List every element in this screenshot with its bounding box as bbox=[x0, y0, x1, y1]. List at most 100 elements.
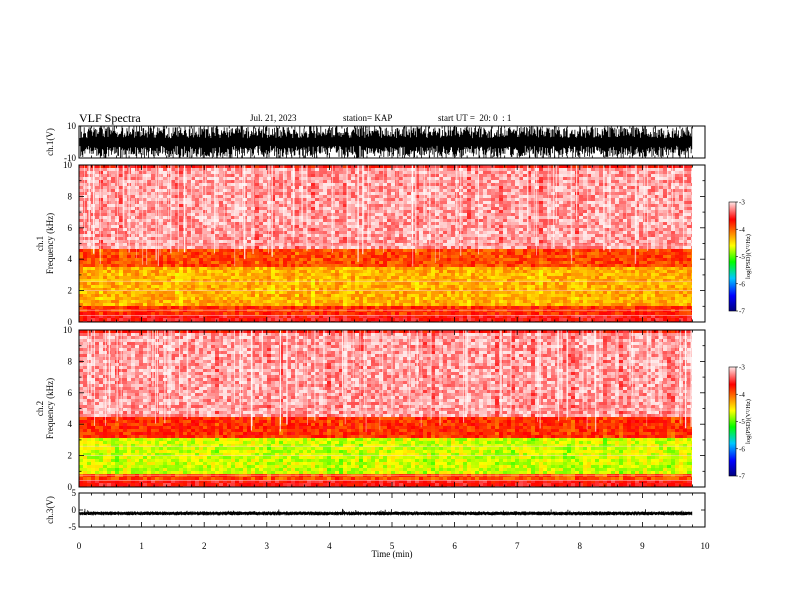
spectrogram-cell bbox=[91, 315, 95, 318]
spectrogram-cell bbox=[275, 171, 279, 174]
spectrogram-cell bbox=[375, 282, 379, 285]
spectrogram-cell bbox=[343, 195, 347, 198]
spectrogram-cell bbox=[379, 252, 383, 255]
spectrogram-cell bbox=[151, 231, 155, 234]
spectrogram-cell bbox=[291, 273, 295, 276]
spectrogram-cell bbox=[343, 246, 347, 249]
spectrogram-cell bbox=[159, 258, 163, 261]
spectrogram-cell bbox=[319, 300, 323, 303]
spectrogram-cell bbox=[131, 276, 135, 279]
spectrogram-cell bbox=[443, 315, 447, 318]
spectrogram-cell bbox=[119, 297, 123, 300]
spectrogram-cell bbox=[379, 267, 383, 270]
spectrogram-cell bbox=[179, 279, 183, 282]
spectrogram-cell bbox=[247, 231, 251, 234]
spectrogram-cell bbox=[287, 294, 291, 297]
spectrogram-cell bbox=[123, 264, 127, 267]
spectrogram-cell bbox=[255, 171, 259, 174]
spectrogram-cell bbox=[211, 258, 215, 261]
spectrogram-cell bbox=[375, 192, 379, 195]
spectrogram-cell bbox=[295, 204, 299, 207]
spectrogram-cell bbox=[155, 213, 159, 216]
spectrogram-cell bbox=[423, 249, 427, 252]
spectrogram-cell bbox=[247, 186, 251, 189]
spectrogram-cell bbox=[195, 207, 199, 210]
spectrogram-cell bbox=[371, 318, 375, 321]
spectrogram-cell bbox=[287, 288, 291, 291]
spectrogram-cell bbox=[275, 234, 279, 237]
spectrogram-cell bbox=[391, 240, 395, 243]
spectrogram-cell bbox=[227, 177, 231, 180]
spectrogram-cell bbox=[255, 282, 259, 285]
spectrogram-cell bbox=[111, 192, 115, 195]
spectrogram-cell bbox=[139, 231, 143, 234]
spectrogram-cell bbox=[415, 261, 419, 264]
spectrogram-cell bbox=[99, 288, 103, 291]
spectrogram-cell bbox=[423, 282, 427, 285]
spectrogram-cell bbox=[155, 237, 159, 240]
spectrogram-cell bbox=[307, 243, 311, 246]
spectrogram-cell bbox=[111, 270, 115, 273]
spectrogram-cell bbox=[355, 228, 359, 231]
spectrogram-cell bbox=[115, 240, 119, 243]
spectrogram-cell bbox=[123, 195, 127, 198]
spectrogram-cell bbox=[187, 300, 191, 303]
spectrogram-cell bbox=[263, 198, 267, 201]
spectrogram-cell bbox=[247, 255, 251, 258]
spectrogram-cell bbox=[435, 177, 439, 180]
spectrogram-cell bbox=[435, 246, 439, 249]
spectrogram-cell bbox=[195, 183, 199, 186]
spectrogram-cell bbox=[431, 219, 435, 222]
spectrogram-cell bbox=[143, 258, 147, 261]
spectrogram-cell bbox=[167, 213, 171, 216]
spectrogram-cell bbox=[371, 216, 375, 219]
spectrogram-cell bbox=[187, 267, 191, 270]
spectrogram-cell bbox=[175, 246, 179, 249]
spectrogram-cell bbox=[295, 234, 299, 237]
spectrogram-cell bbox=[123, 177, 127, 180]
spectrogram-cell bbox=[323, 237, 327, 240]
spectrogram-cell bbox=[199, 312, 203, 315]
spectrogram-cell bbox=[223, 204, 227, 207]
spectrogram-cell bbox=[255, 243, 259, 246]
spectrogram-cell bbox=[287, 201, 291, 204]
spectrogram-cell bbox=[111, 174, 115, 177]
spectrogram-cell bbox=[99, 189, 103, 192]
spectrogram-cell bbox=[171, 195, 175, 198]
spectrogram-cell bbox=[347, 255, 351, 258]
spectrogram-cell bbox=[415, 279, 419, 282]
spectrogram-cell bbox=[379, 300, 383, 303]
spectrogram-cell bbox=[127, 312, 131, 315]
spectrogram-cell bbox=[347, 186, 351, 189]
spectrogram-cell bbox=[423, 258, 427, 261]
spectrogram-cell bbox=[239, 168, 243, 171]
spectrogram-cell bbox=[423, 174, 427, 177]
spectrogram-cell bbox=[307, 288, 311, 291]
spectrogram-cell bbox=[151, 210, 155, 213]
spectrogram-cell bbox=[119, 273, 123, 276]
spectrogram-cell bbox=[403, 282, 407, 285]
spectrogram-cell bbox=[319, 180, 323, 183]
spectrogram-cell bbox=[231, 261, 235, 264]
spectrogram-cell bbox=[423, 243, 427, 246]
spectrogram-cell bbox=[379, 240, 383, 243]
spectrogram-cell bbox=[443, 201, 447, 204]
spectrogram-cell bbox=[207, 252, 211, 255]
spectrogram-cell bbox=[323, 282, 327, 285]
spectrogram-cell bbox=[347, 180, 351, 183]
spectrogram-cell bbox=[123, 189, 127, 192]
spectrogram-cell bbox=[391, 171, 395, 174]
spectrogram-cell bbox=[259, 279, 263, 282]
spectrogram-cell bbox=[131, 240, 135, 243]
spectrogram-cell bbox=[243, 300, 247, 303]
spectrogram-cell bbox=[335, 201, 339, 204]
spectrogram-cell bbox=[207, 219, 211, 222]
spectrogram-cell bbox=[323, 195, 327, 198]
spectrogram-cell bbox=[195, 195, 199, 198]
spectrogram-cell bbox=[327, 171, 331, 174]
spectrogram-cell bbox=[435, 198, 439, 201]
spectrogram-cell bbox=[259, 273, 263, 276]
spectrogram-cell bbox=[239, 279, 243, 282]
spectrogram-cell bbox=[179, 168, 183, 171]
spectrogram-cell bbox=[299, 180, 303, 183]
